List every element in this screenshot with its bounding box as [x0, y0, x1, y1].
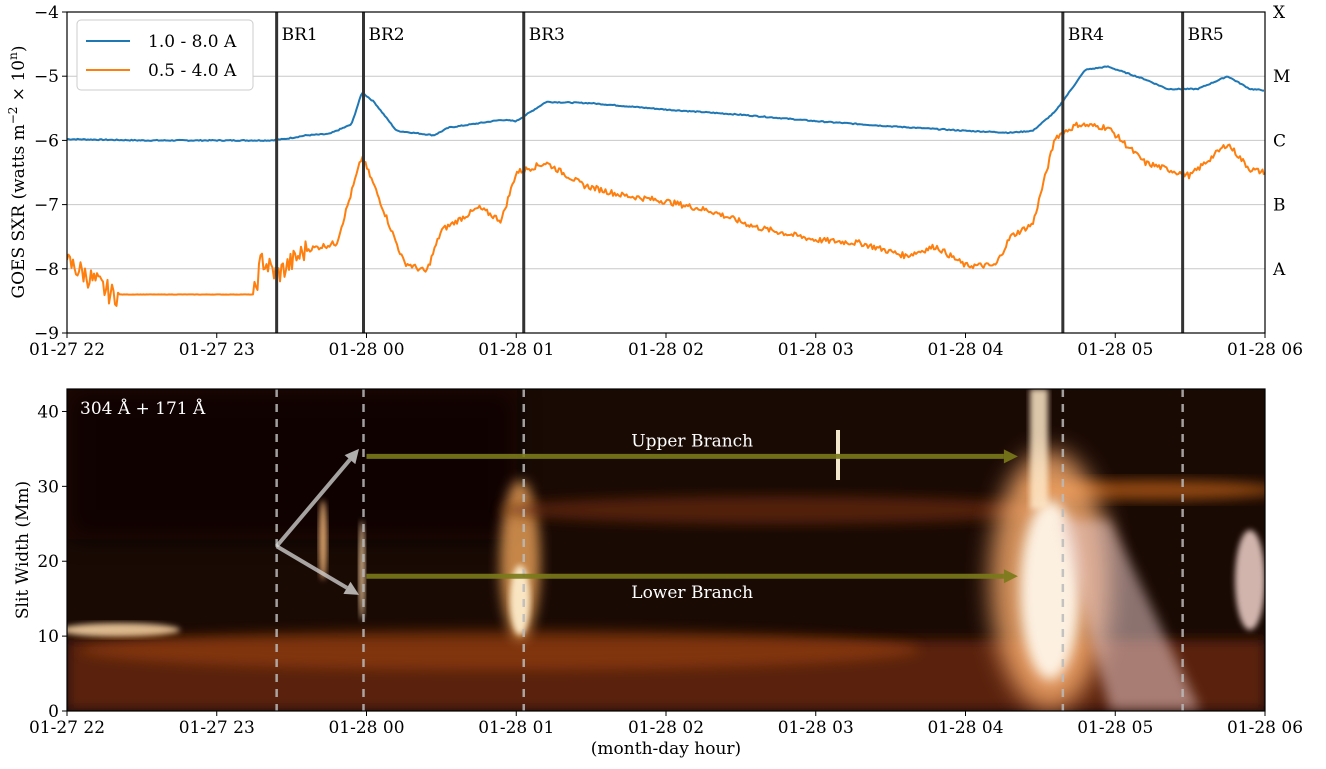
br4-spike	[1030, 389, 1048, 509]
goes-sxr-panel: BR1 BR2 BR3 BR4 BR5 01-27 22 01-27 23 01-28 00…	[6, 3, 1303, 360]
wavelength-label: 304 Å + 171 Å	[80, 398, 206, 419]
x-tick-label: 01-27 23	[179, 718, 255, 738]
marker-label-BR4: BR4	[1068, 25, 1104, 45]
class-gridlines	[67, 75, 1265, 270]
y-tick-label: 30	[37, 477, 59, 497]
upper-branch-label: Upper Branch	[631, 431, 753, 451]
x-tick-label: 01-28 03	[778, 340, 854, 360]
x-tick-label: 01-27 23	[179, 340, 255, 360]
marker-label-BR5: BR5	[1188, 25, 1224, 45]
marker-label-BR3: BR3	[529, 25, 565, 45]
x-tick-label: 01-28 05	[1077, 718, 1153, 738]
lower-branch-label: Lower Branch	[631, 583, 753, 603]
x-tick-label: 01-28 06	[1227, 718, 1303, 738]
pointer-lower-head	[343, 581, 360, 595]
top-x-ticks: 01-27 22 01-27 23 01-28 00 01-28 01 01-28 02…	[29, 333, 1303, 360]
br3-core	[510, 565, 530, 635]
x-tick-label: 01-27 22	[29, 718, 105, 738]
legend: 1.0 - 8.0 A 0.5 - 4.0 A	[76, 19, 254, 91]
pointer-lower	[275, 544, 348, 590]
top-y-axis-label: GOES SXR (watts m−2 × 10n)	[6, 46, 29, 299]
y-tick-label: −7	[34, 196, 59, 216]
bottom-y-ticks: 0 10 20 30 40	[37, 402, 67, 722]
y-tick-label: −9	[34, 324, 59, 344]
y-tick-label: 40	[37, 402, 59, 422]
class-label-X: X	[1273, 3, 1286, 23]
y-tick-label: −8	[34, 260, 59, 280]
legend-label-05-4: 0.5 - 4.0 A	[148, 61, 237, 81]
class-label-C: C	[1273, 131, 1286, 151]
marker-label-BR2: BR2	[369, 25, 405, 45]
x-tick-label: 01-28 06	[1227, 340, 1303, 360]
x-tick-label: 01-28 01	[478, 340, 554, 360]
branch-pointers	[275, 448, 360, 595]
early-bright-streak	[67, 623, 180, 637]
x-tick-label: 01-28 03	[778, 718, 854, 738]
slit-time-panel: Upper Branch Lower Branch 304 Å + 171 Å …	[13, 388, 1303, 759]
post-flare-loop	[1060, 520, 1200, 710]
top-y-ticks: −4 −5 −6 −7 −8 −9	[34, 3, 67, 344]
br-markers: BR1 BR2 BR3 BR4 BR5	[275, 12, 1224, 333]
x-tick-label: 01-28 00	[328, 718, 404, 738]
sxr-series	[67, 65, 1265, 307]
x-tick-label: 01-27 22	[29, 340, 105, 360]
pointer-upper	[275, 458, 352, 548]
br4-flare-core	[1020, 500, 1080, 680]
class-label-B: B	[1273, 196, 1286, 216]
class-label-A: A	[1272, 260, 1286, 280]
x-axis-label: (month-day hour)	[591, 739, 741, 759]
slit-image	[67, 389, 1265, 711]
y-tick-label: 10	[37, 627, 59, 647]
y-tick-label: −5	[34, 67, 59, 87]
class-label-M: M	[1273, 67, 1290, 87]
x-tick-label: 01-28 04	[927, 718, 1003, 738]
y-tick-label: −4	[34, 3, 59, 23]
dark-top-region	[67, 389, 517, 539]
legend-label-1-8: 1.0 - 8.0 A	[148, 32, 237, 52]
br2-streak	[319, 500, 327, 580]
y-tick-label: 20	[37, 552, 59, 572]
low-band-glow	[80, 630, 920, 670]
top-right-class-ticks: X M C B A	[1272, 3, 1290, 280]
x-tick-label: 01-28 01	[478, 718, 554, 738]
series-line-1	[67, 121, 1265, 307]
series-line-0	[67, 65, 1264, 142]
x-tick-label: 01-28 02	[628, 340, 704, 360]
x-tick-label: 01-28 00	[328, 340, 404, 360]
y-tick-label: −6	[34, 131, 59, 151]
y-tick-label: 0	[48, 702, 59, 722]
lower-branch-arrowhead	[1003, 569, 1018, 584]
bottom-x-ticks: 01-27 22 01-27 23 01-28 00 01-28 01 01-28 02…	[29, 711, 1303, 738]
pointer-upper-head	[344, 448, 360, 465]
x-tick-label: 01-28 02	[628, 718, 704, 738]
late-right-glow	[1235, 530, 1265, 630]
branch-arrows: Upper Branch Lower Branch	[366, 431, 1018, 603]
upper-branch-arrowhead	[1003, 449, 1018, 464]
x-tick-label: 01-28 05	[1077, 340, 1153, 360]
mid-band	[500, 496, 1060, 524]
x-tick-label: 01-28 04	[927, 340, 1003, 360]
marker-label-BR1: BR1	[282, 25, 318, 45]
legend-box	[76, 19, 254, 91]
bottom-y-axis-label: Slit Width (Mm)	[13, 481, 33, 619]
